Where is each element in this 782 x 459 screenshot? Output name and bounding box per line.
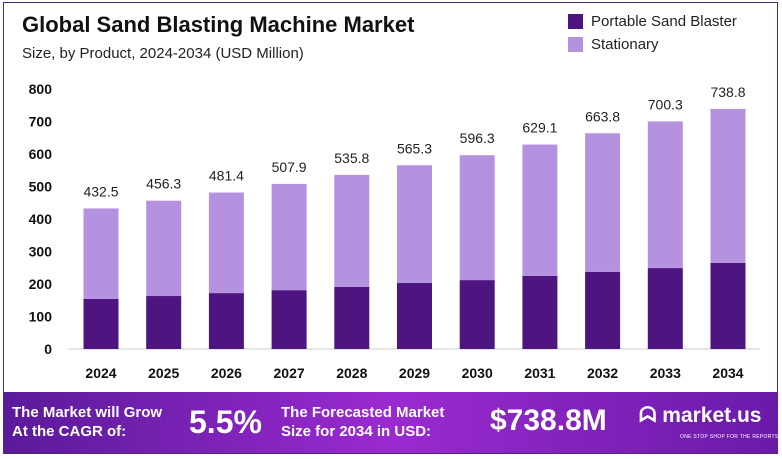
legend-swatch: [568, 37, 583, 52]
forecast-value: $738.8M: [490, 404, 607, 437]
bar-segment-stationary: [585, 133, 621, 272]
cagr-label: The Market will Grow At the CAGR of:: [12, 404, 163, 440]
total-label: 629.1: [522, 120, 557, 136]
bar-segment-portable: [397, 283, 432, 349]
x-tick-label: 2026: [211, 365, 242, 381]
bar-segment-portable: [208, 293, 244, 349]
legend-label: Portable Sand Blaster: [591, 13, 737, 30]
bar-segment-portable: [522, 275, 558, 349]
x-tick-label: 2031: [524, 365, 555, 381]
summary-banner: The Market will Grow At the CAGR of: 5.5…: [4, 392, 778, 453]
forecast-label: The Forecasted Market Size for 2034 in U…: [281, 404, 445, 440]
bar-segment-portable: [334, 286, 370, 349]
bar-chart: 0 100 200 300 400 500 600 700 800 432.5 2024 456.3 2…: [29, 81, 760, 381]
bar-segment-portable: [83, 298, 119, 349]
total-label: 596.3: [460, 130, 495, 146]
y-tick-label: 300: [29, 244, 53, 260]
bar-segment-stationary: [83, 208, 119, 299]
x-tick-label: 2029: [399, 365, 430, 381]
bar-segment-portable: [459, 280, 495, 349]
bar-segment-stationary: [710, 108, 746, 263]
total-label: 481.4: [209, 168, 244, 184]
logo-icon: ᗣ: [639, 404, 663, 427]
bar-segment-portable: [710, 262, 746, 349]
cagr-value: 5.5%: [189, 404, 262, 440]
y-tick-label: 0: [44, 341, 52, 357]
total-label: 432.5: [83, 183, 118, 199]
x-tick-label: 2030: [462, 365, 493, 381]
bar-segment-stationary: [459, 155, 495, 281]
x-tick-label: 2027: [274, 365, 305, 381]
bar-segment-portable: [271, 290, 307, 349]
x-tick-label: 2028: [336, 365, 367, 381]
y-tick-label: 100: [29, 309, 53, 325]
legend: Portable Sand Blaster Stationary: [568, 10, 737, 56]
bar-segment-portable: [585, 271, 621, 349]
x-tick-label: 2034: [712, 365, 743, 381]
total-label: 456.3: [146, 176, 181, 192]
y-tick-label: 500: [29, 179, 53, 195]
bar-segment-stationary: [522, 144, 558, 276]
bar-segment-portable: [146, 296, 182, 349]
legend-swatch: [568, 14, 583, 29]
total-label: 507.9: [272, 159, 307, 175]
chart-title: Global Sand Blasting Machine Market: [22, 12, 415, 37]
total-label: 700.3: [648, 96, 683, 112]
bar-segment-stationary: [208, 192, 244, 294]
y-tick-label: 600: [29, 146, 53, 162]
total-label: 738.8: [710, 84, 745, 100]
total-label: 663.8: [585, 108, 620, 124]
market-us-logo: ᗣ market.us: [639, 404, 761, 428]
y-tick-label: 200: [29, 276, 53, 292]
x-tick-label: 2025: [148, 365, 179, 381]
logo-text: market.us: [662, 404, 762, 427]
y-tick-label: 400: [29, 211, 53, 227]
y-tick-label: 700: [29, 114, 53, 130]
total-label: 565.3: [397, 140, 432, 156]
x-tick-label: 2032: [587, 365, 618, 381]
legend-item-portable: Portable Sand Blaster: [568, 10, 737, 33]
bar-segment-stationary: [146, 200, 182, 297]
chart-subtitle: Size, by Product, 2024-2034 (USD Million…: [22, 45, 304, 62]
total-label: 535.8: [334, 150, 369, 166]
x-tick-label: 2033: [650, 365, 681, 381]
bar-segment-portable: [647, 268, 683, 349]
chart-frame: [3, 2, 778, 454]
bar-segment-stationary: [397, 165, 432, 284]
legend-label: Stationary: [591, 36, 659, 53]
x-tick-label: 2024: [85, 365, 116, 381]
bar-segment-stationary: [647, 121, 683, 269]
y-tick-label: 800: [29, 81, 53, 97]
bar-segment-stationary: [334, 174, 370, 287]
bar-segment-stationary: [271, 183, 307, 291]
legend-item-stationary: Stationary: [568, 33, 737, 56]
logo-tagline: ONE STOP SHOP FOR THE REPORTS: [680, 434, 779, 440]
